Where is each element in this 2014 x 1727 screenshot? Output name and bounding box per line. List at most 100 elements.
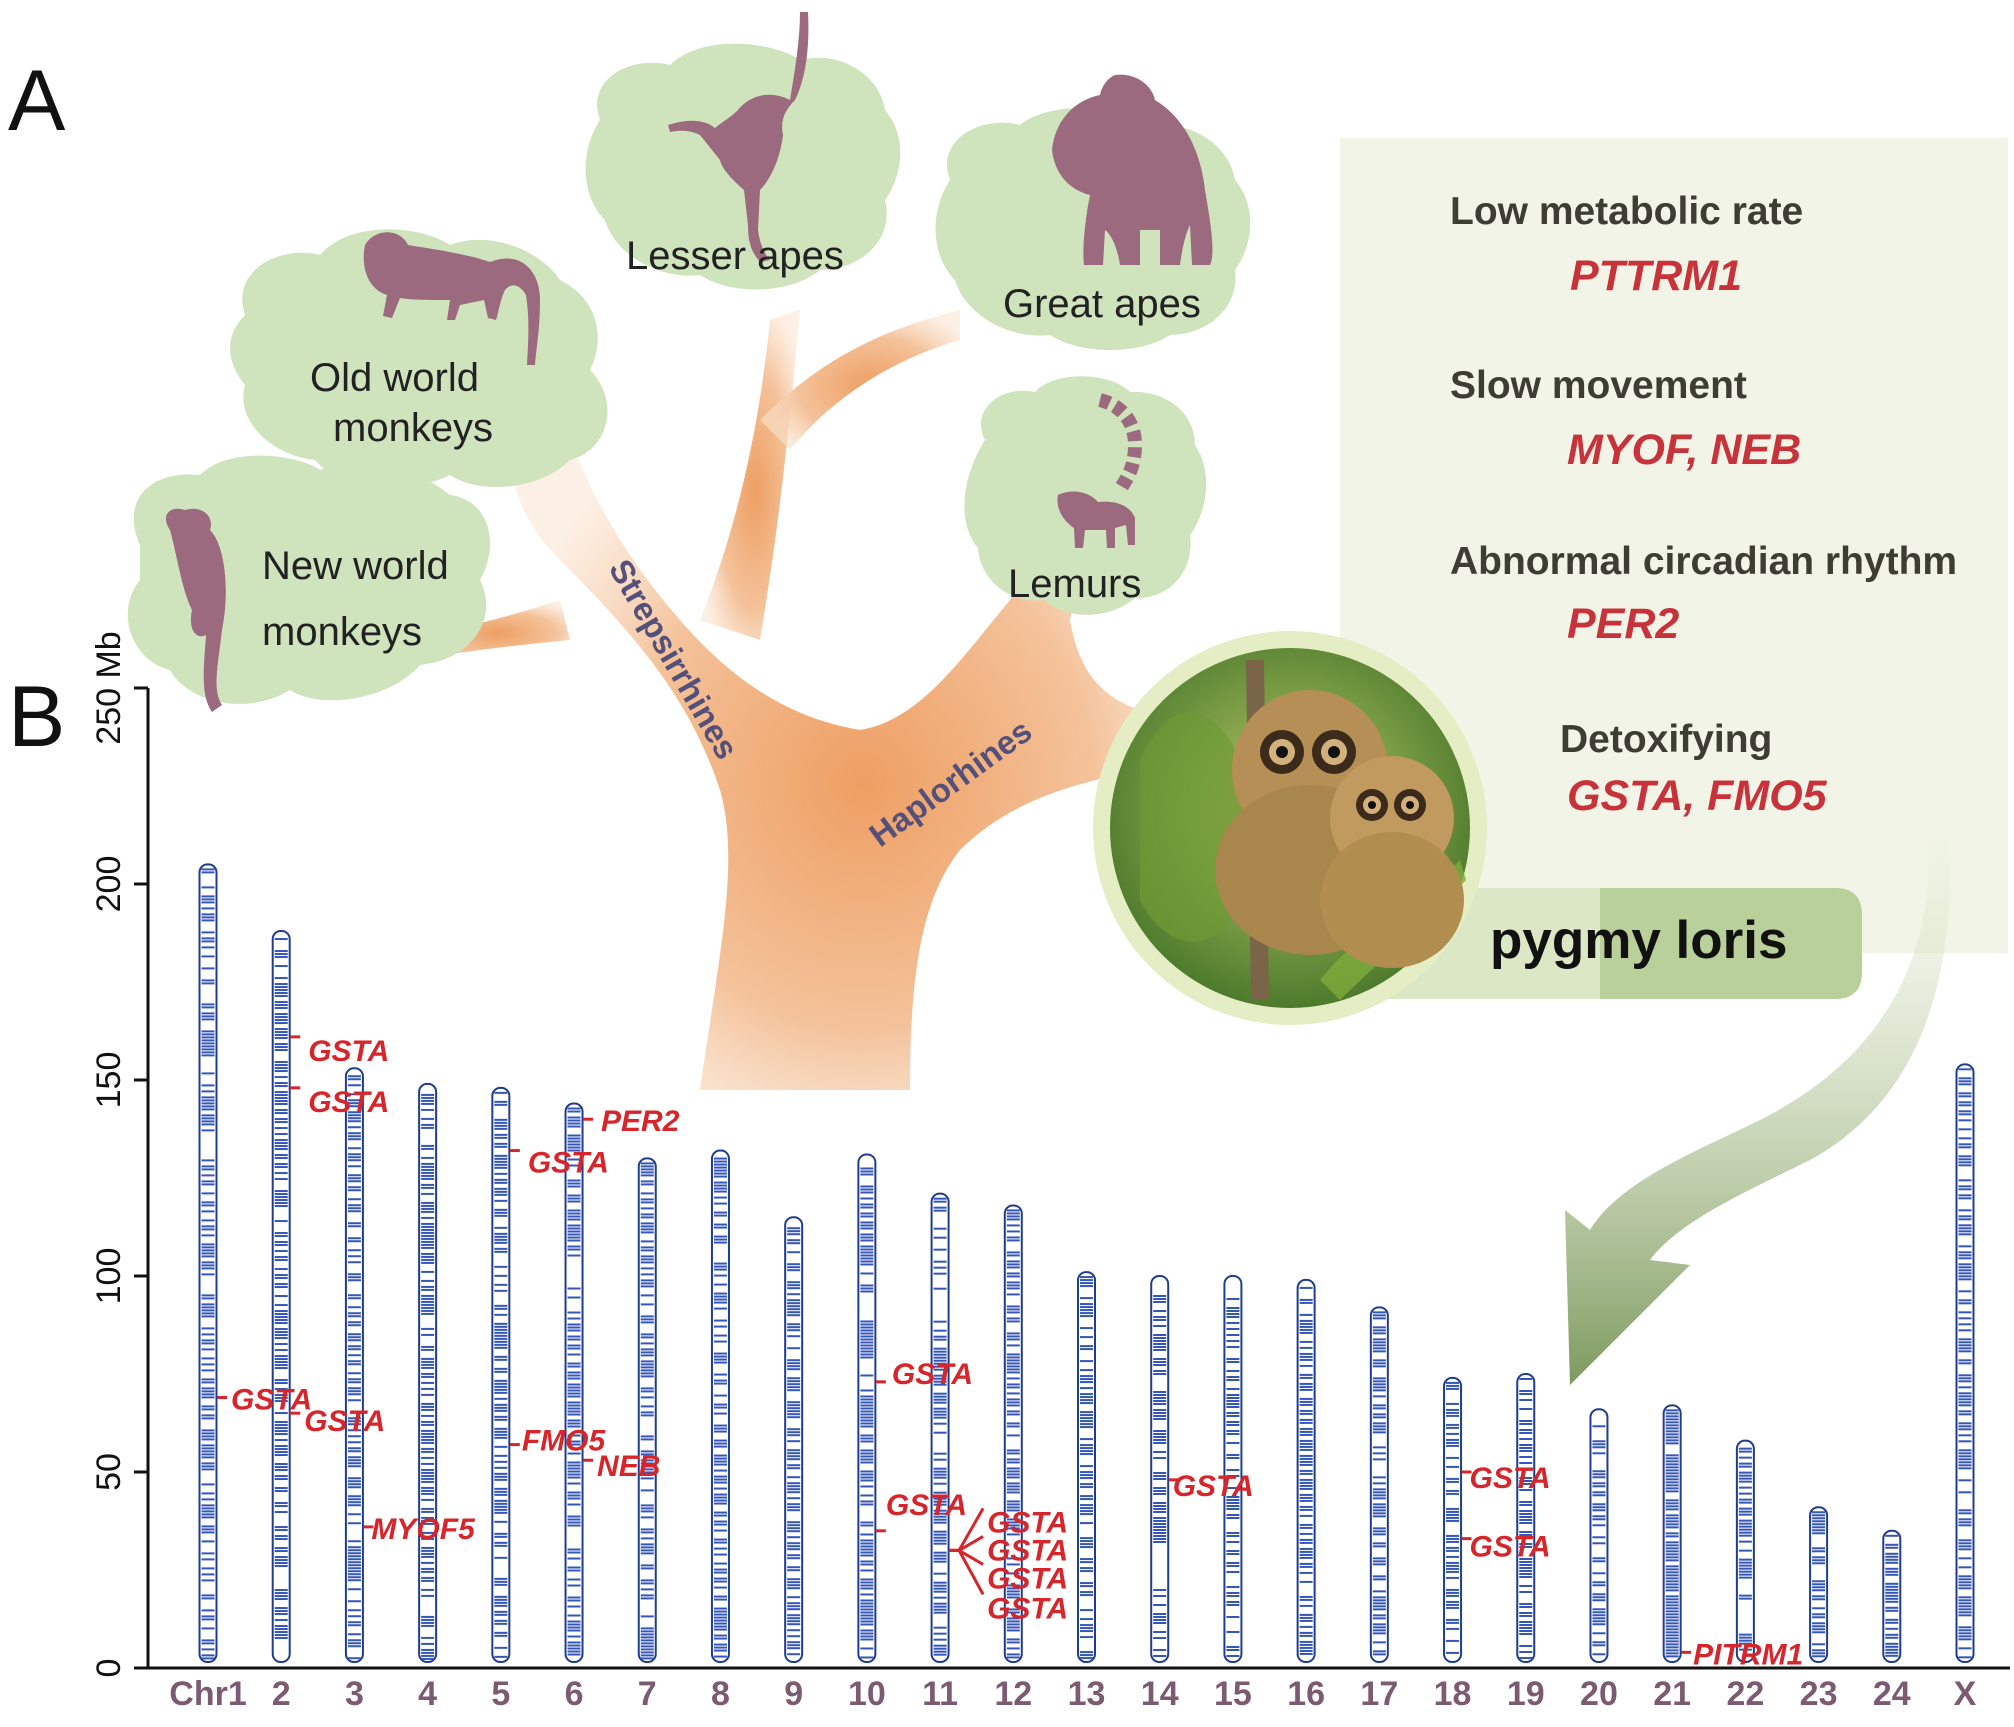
chromosome-band: [1958, 1587, 1972, 1590]
chromosome-band: [1372, 1509, 1386, 1512]
chromosome-band: [1665, 1421, 1679, 1424]
chromosome-band: [1080, 1546, 1093, 1549]
chromosome-band: [640, 1645, 654, 1648]
chromosome-band: [274, 1451, 288, 1454]
chromosome-band: [1958, 1272, 1972, 1275]
chromosome-x: [1955, 1063, 1975, 1663]
chromosome-band: [421, 1468, 435, 1471]
chromosome-band: [1958, 1311, 1972, 1314]
chromosome-band: [1519, 1423, 1533, 1425]
chromosome-band: [1006, 1215, 1020, 1218]
chromosome-band: [421, 1228, 435, 1231]
chromosome-band: [494, 1325, 508, 1328]
chromosome-band: [567, 1107, 581, 1110]
chromosome-band: [1738, 1561, 1752, 1564]
gene-annotation-gsta: GSTA: [949, 1548, 1068, 1595]
chromosome-band: [494, 1631, 508, 1634]
chromosome-band: [1885, 1555, 1899, 1558]
chromosome-band: [1738, 1531, 1752, 1534]
chromosome-band: [1080, 1279, 1093, 1282]
chromosome-band: [494, 1121, 508, 1124]
chromosome-band: [1958, 1185, 1972, 1188]
chromosome-band: [1299, 1346, 1313, 1349]
chromosome-band: [567, 1362, 581, 1365]
chromosome-band: [494, 1283, 508, 1286]
chromosome-band: [201, 1627, 215, 1630]
chromosome-band: [494, 1382, 508, 1385]
chromosome-band: [1299, 1571, 1313, 1574]
chromosome-band: [494, 1433, 508, 1436]
chromosome-band: [1372, 1350, 1386, 1353]
chromosome-band: [860, 1212, 874, 1215]
chromosome-band: [1665, 1484, 1679, 1487]
chromosome-band: [274, 1430, 288, 1433]
y-axis-label: 250 Mb: [90, 631, 128, 744]
chromosome-band: [1153, 1364, 1167, 1366]
chromosome-band: [1006, 1452, 1020, 1455]
chromosome-band: [1958, 1458, 1972, 1461]
chromosome-band: [1299, 1553, 1313, 1556]
chromosome-band: [567, 1548, 581, 1551]
chromosome-band: [1372, 1590, 1386, 1593]
chromosome-band: [713, 1628, 727, 1631]
chromosome-band: [787, 1281, 801, 1284]
chromosome-band: [567, 1620, 581, 1623]
chromosome-band: [787, 1413, 801, 1416]
chromosome-band: [1006, 1281, 1020, 1284]
chromosome-band: [201, 1504, 215, 1507]
chromosome-band: [860, 1554, 874, 1557]
chromosome-band: [1299, 1418, 1313, 1421]
chromosome-band: [860, 1476, 874, 1479]
chromosome-band: [1958, 1386, 1972, 1389]
annotation-label: FMO5: [522, 1425, 607, 1458]
chromosome-band: [1958, 1464, 1972, 1467]
chromosome-band: [1299, 1364, 1313, 1367]
chromosome-band: [1372, 1404, 1386, 1407]
chromosome-band: [1006, 1458, 1020, 1461]
chromosome-band: [933, 1590, 947, 1593]
chromosome-band: [1446, 1480, 1460, 1483]
chromosome-band: [860, 1425, 874, 1428]
chromosome-band: [1006, 1593, 1020, 1596]
chromosome-band: [1519, 1651, 1533, 1653]
chromosome-band: [494, 1340, 508, 1343]
chromosome-band: [494, 1415, 508, 1418]
chromosome-band: [347, 1084, 361, 1087]
chromosome-band: [567, 1197, 581, 1200]
chromosome-band: [1226, 1358, 1240, 1360]
x-tick-label: 7: [638, 1675, 657, 1713]
chromosome-band: [1006, 1587, 1020, 1590]
chromosome-band: [1226, 1616, 1240, 1618]
chromosome-band: [1958, 1635, 1972, 1638]
chromosome-band: [1080, 1378, 1093, 1381]
chromosome-band: [201, 1435, 215, 1438]
chromosome-band: [494, 1370, 508, 1373]
chromosome-band: [421, 1108, 435, 1111]
chromosome-band: [1299, 1652, 1313, 1655]
chromosome-band: [1372, 1491, 1386, 1494]
chromosome-band: [421, 1243, 435, 1246]
chromosome-band: [1080, 1345, 1093, 1348]
chromosome-band: [860, 1620, 874, 1623]
gene-annotation-fmo5: FMO5: [509, 1425, 607, 1458]
chromosome-band: [933, 1353, 947, 1356]
x-tick-label: 9: [784, 1675, 803, 1713]
chromosome-band: [347, 1465, 361, 1468]
chromosome-band: [1958, 1146, 1972, 1149]
annotation-connector: [958, 1535, 984, 1552]
chromosome-band: [1080, 1657, 1093, 1660]
chromosome-band: [1299, 1526, 1313, 1529]
chromosome-band: [201, 1315, 215, 1318]
chromosome-band: [1226, 1361, 1240, 1363]
chromosome-band: [860, 1485, 874, 1488]
chromosome-band: [1226, 1400, 1240, 1402]
chromosome-band: [1519, 1534, 1533, 1536]
chromosome-band: [1592, 1452, 1606, 1455]
chromosome-band: [1080, 1498, 1093, 1501]
chromosome-band: [567, 1125, 581, 1128]
chromosome-band: [201, 1615, 215, 1618]
chromosome-band: [640, 1615, 654, 1618]
chromosome-band: [1006, 1434, 1020, 1437]
chromosome-band: [1006, 1521, 1020, 1524]
chromosome-band: [1006, 1422, 1020, 1425]
